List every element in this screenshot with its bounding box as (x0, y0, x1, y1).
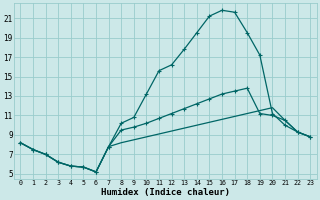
X-axis label: Humidex (Indice chaleur): Humidex (Indice chaleur) (101, 188, 230, 197)
